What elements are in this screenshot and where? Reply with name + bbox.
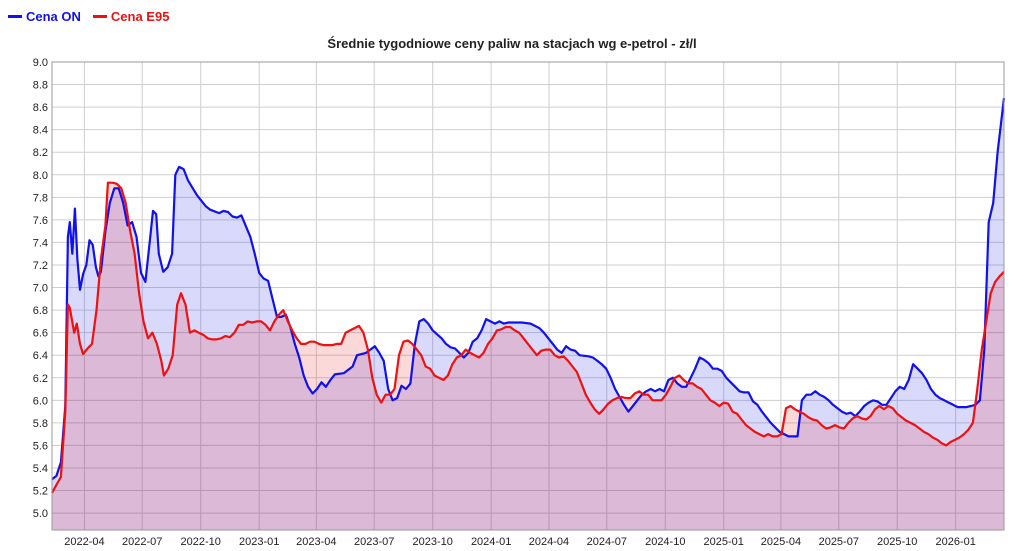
y-tick-label: 6.4 bbox=[33, 350, 48, 362]
y-tick-label: 7.0 bbox=[33, 283, 48, 295]
chart-legend: Cena ON Cena E95 bbox=[8, 6, 169, 26]
y-tick-label: 5.8 bbox=[33, 418, 48, 430]
y-tick-label: 8.4 bbox=[33, 125, 48, 137]
y-tick-label: 9.0 bbox=[33, 57, 48, 69]
y-tick-label: 5.4 bbox=[33, 463, 48, 475]
series-area-e95 bbox=[52, 182, 1004, 530]
y-tick-label: 5.2 bbox=[33, 486, 48, 498]
y-tick-label: 8.0 bbox=[33, 170, 48, 182]
legend-item-e95: Cena E95 bbox=[92, 8, 170, 24]
x-tick-label: 2026-01 bbox=[936, 536, 976, 548]
y-tick-label: 6.8 bbox=[33, 305, 48, 317]
y-tick-label: 6.2 bbox=[33, 373, 48, 385]
plot-background bbox=[52, 62, 1004, 530]
x-tick-label: 2024-07 bbox=[587, 536, 627, 548]
y-tick-label: 5.0 bbox=[33, 508, 48, 520]
y-tick-label: 7.6 bbox=[33, 215, 48, 227]
y-tick-label: 6.6 bbox=[33, 328, 48, 340]
series-line-e95 bbox=[51, 181, 1005, 494]
x-tick-label: 2025-04 bbox=[761, 536, 801, 548]
y-tick-label: 7.2 bbox=[33, 260, 48, 272]
chart-title: Średnie tygodniowe ceny paliw na stacjac… bbox=[327, 36, 696, 51]
y-tick-label: 8.8 bbox=[33, 80, 48, 92]
x-tick-label: 2023-10 bbox=[412, 536, 452, 548]
series-area-on bbox=[52, 98, 1004, 530]
x-tick-label: 2025-01 bbox=[704, 536, 744, 548]
x-tick-label: 2024-04 bbox=[529, 536, 569, 548]
x-tick-label: 2023-07 bbox=[354, 536, 394, 548]
x-tick-label: 2022-04 bbox=[64, 536, 104, 548]
x-tick-label: 2025-10 bbox=[877, 536, 917, 548]
x-tick-label: 2023-01 bbox=[239, 536, 279, 548]
y-tick-label: 6.0 bbox=[33, 395, 48, 407]
x-tick-label: 2022-07 bbox=[122, 536, 162, 548]
legend-swatch-on bbox=[8, 14, 22, 18]
series-line-on bbox=[51, 97, 1006, 481]
legend-label-on: Cena ON bbox=[26, 8, 81, 24]
y-tick-label: 7.8 bbox=[33, 192, 48, 204]
y-tick-label: 8.2 bbox=[33, 147, 48, 159]
x-tick-label: 2024-01 bbox=[471, 536, 511, 548]
legend-label-e95: Cena E95 bbox=[110, 8, 170, 24]
legend-item-on: Cena ON bbox=[8, 9, 81, 24]
plot-frame bbox=[51, 61, 1005, 531]
x-tick-label: 2023-04 bbox=[296, 536, 336, 548]
y-tick-label: 5.6 bbox=[33, 440, 48, 452]
x-tick-label: 2022-10 bbox=[181, 536, 221, 548]
y-tick-label: 7.4 bbox=[33, 237, 48, 249]
y-tick-label: 8.6 bbox=[33, 102, 48, 114]
x-tick-label: 2025-07 bbox=[819, 536, 859, 548]
legend-swatch-e95 bbox=[92, 14, 107, 18]
x-tick-label: 2024-10 bbox=[645, 536, 685, 548]
